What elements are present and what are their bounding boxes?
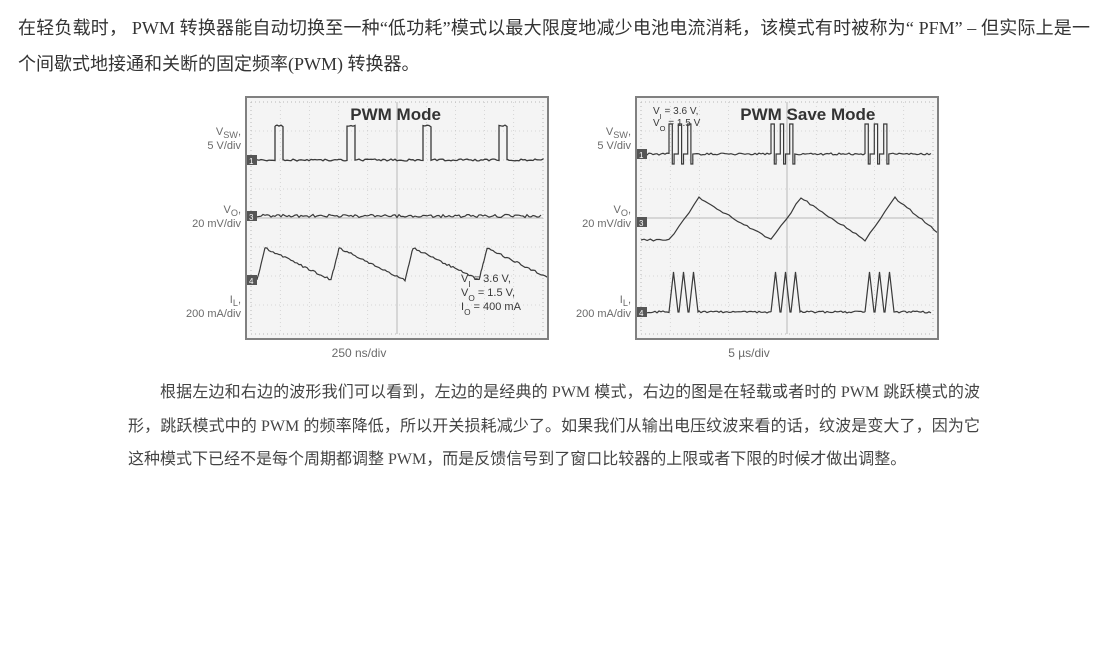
svg-text:3: 3	[249, 213, 254, 222]
svg-text:4: 4	[249, 277, 254, 286]
caption-paragraph: 根据左边和右边的波形我们可以看到，左边的是经典的 PWM 模式，右边的图是在轻载…	[128, 376, 980, 477]
figure-row: VSW,5 V/div VO,20 mV/div IL,200 mA/div P…	[18, 96, 1090, 360]
right-timebase: 5 µs/div	[728, 346, 770, 360]
left-timebase: 250 ns/div	[332, 346, 387, 360]
intro-paragraph: 在轻负载时， PWM 转换器能自动切换至一种“低功耗”模式以最大限度地减少电池电…	[18, 10, 1090, 82]
scope-left: VSW,5 V/div VO,20 mV/div IL,200 mA/div P…	[169, 96, 549, 360]
svg-text:1: 1	[639, 151, 644, 160]
right-screen: PWM Save ModeVI = 3.6 V,VO = 1.5 V134	[635, 96, 939, 340]
scope-right: VSW,5 V/div VO,20 mV/div IL,200 mA/div P…	[559, 96, 939, 360]
svg-text:3: 3	[639, 219, 644, 228]
svg-text:1: 1	[249, 157, 254, 166]
svg-text:PWM Mode: PWM Mode	[350, 105, 441, 124]
svg-text:4: 4	[639, 309, 644, 318]
left-screen: PWM ModeVI = 3.6 V,VO = 1.5 V,IO = 400 m…	[245, 96, 549, 340]
left-labels: VSW,5 V/div VO,20 mV/div IL,200 mA/div	[169, 96, 245, 336]
svg-text:PWM Save Mode: PWM Save Mode	[740, 105, 875, 124]
right-labels: VSW,5 V/div VO,20 mV/div IL,200 mA/div	[559, 96, 635, 336]
